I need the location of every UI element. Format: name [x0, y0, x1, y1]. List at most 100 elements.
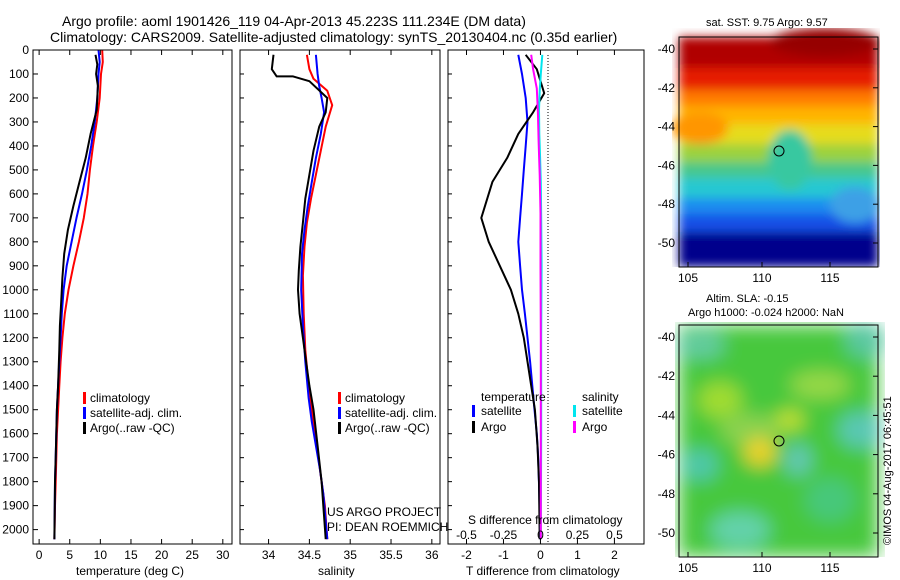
legend-swatch-s-argo [573, 421, 576, 433]
sst-map-frame [678, 36, 879, 268]
project-label-line1: US ARGO PROJECT [327, 505, 442, 519]
y-tick-label: 1100 [3, 307, 29, 321]
map-y-tick-label: -44 [658, 408, 676, 422]
map-y-tick-label: -42 [658, 369, 676, 383]
legend-swatch-satellite [83, 407, 86, 419]
legend-swatch-climatology [83, 392, 86, 404]
x-tick-label: 34 [262, 548, 276, 562]
x-tick-label: 2 [611, 548, 618, 562]
x-tick-label: 15 [124, 548, 138, 562]
legend-label-t-argo: Argo [481, 420, 507, 434]
difference-top-xlabel: S difference from climatology [468, 513, 623, 527]
series-line-argo-raw-qc- [270, 54, 329, 540]
map-y-tick-label: -46 [658, 158, 676, 172]
temperature-xlabel: temperature (deg C) [76, 564, 184, 578]
legend-title-salinity: salinity [582, 390, 619, 404]
map-x-tick-label: 115 [820, 561, 839, 575]
y-tick-label: 1900 [2, 499, 29, 513]
map-x-tick-label: 115 [820, 271, 839, 285]
y-tick-label: 400 [9, 139, 29, 153]
sst-map-field [672, 28, 880, 267]
y-tick-label: 300 [9, 115, 29, 129]
legend-label-argo: Argo(..raw -QC) [345, 421, 430, 435]
sla-map-title1: Altim. SLA: -0.15 [706, 293, 789, 305]
x-tick-label-top: 0 [537, 528, 544, 542]
series-line-climatology [301, 54, 334, 540]
x-tick-label-top: 0.5 [606, 528, 623, 542]
y-tick-label: 0 [22, 43, 29, 57]
map-x-tick-label: 110 [752, 271, 771, 285]
difference-plot-frame [447, 49, 645, 545]
y-tick-label: 1500 [2, 403, 29, 417]
map-y-tick-label: -50 [658, 236, 676, 250]
map-y-tick-label: -42 [658, 81, 676, 95]
x-tick-label: -2 [461, 548, 472, 562]
sst-map-argo-location [773, 145, 785, 157]
x-tick-label: -1 [498, 548, 509, 562]
imos-watermark: ©IMOS 04-Aug-2017 06:45:51 [882, 396, 894, 545]
legend-swatch-t-satellite [472, 405, 475, 417]
difference-panel: -2 -1 0 1 2 -0.5 -0.25 0 0.25 0.5 S difference f… [447, 49, 645, 578]
y-tick-label: 1000 [2, 283, 29, 297]
y-tick-label: 500 [9, 163, 29, 177]
x-tick-label: 1 [574, 548, 581, 562]
header-line2: Climatology: CARS2009. Satellite-adjuste… [50, 29, 617, 45]
salinity-plot-frame [239, 49, 441, 545]
salinity-panel: 34 34.5 35 35.5 36 salinity climatology sate… [239, 49, 448, 578]
legend-swatch-argo [338, 422, 341, 434]
map-y-tick-label: -44 [658, 120, 676, 134]
map-x-tick-label: 105 [678, 271, 698, 285]
legend-label-satellite: satellite-adj. clim. [90, 406, 182, 420]
x-tick-label-top: -0.25 [490, 528, 518, 542]
difference-legend-temperature: temperature satellite Argo [472, 390, 546, 434]
y-tick-label: 1600 [2, 427, 29, 441]
y-tick-label: 1700 [2, 451, 29, 465]
legend-title-temperature: temperature [481, 390, 546, 404]
y-tick-label: 100 [9, 67, 29, 81]
salinity-legend: climatology satellite-adj. clim. Argo(..… [338, 391, 437, 435]
salinity-xlabel: salinity [318, 564, 355, 578]
x-tick-label: 0 [36, 548, 43, 562]
y-tick-label: 1400 [2, 379, 29, 393]
map-y-tick-label: -50 [658, 526, 676, 540]
y-tick-label: 900 [9, 259, 29, 273]
x-tick-label-top: 0.25 [566, 528, 590, 542]
sla-map: Altim. SLA: -0.15 Argo h1000: -0.024 h20… [658, 293, 885, 575]
temperature-panel: 0100200300400500600700800900100011001200… [2, 43, 452, 578]
y-tick-label: 800 [9, 235, 29, 249]
legend-label-climatology: climatology [345, 391, 405, 405]
sst-map: sat. SST: 9.75 Argo: 9.57 -40 -42 -44 -46 -4… [658, 17, 880, 285]
map-y-tick-label: -46 [658, 448, 676, 462]
x-tick-label: 34.5 [298, 548, 322, 562]
series-line-satellite-adj-clim- [300, 54, 329, 540]
map-x-tick-label: 110 [752, 561, 771, 575]
y-tick-label: 1200 [2, 331, 29, 345]
y-tick-label: 600 [9, 187, 29, 201]
map-y-tick-label: -40 [658, 330, 676, 344]
x-tick-label: 36 [425, 548, 439, 562]
legend-label-climatology: climatology [90, 391, 150, 405]
legend-swatch-argo [83, 422, 86, 434]
x-tick-label: 30 [216, 548, 230, 562]
temperature-plot-frame [32, 49, 233, 545]
x-tick-label: 0 [537, 548, 544, 562]
x-tick-label: 10 [94, 548, 108, 562]
difference-xlabel: T difference from climatology [466, 564, 620, 578]
y-tick-label: 700 [9, 211, 29, 225]
series-line-s-argo [530, 54, 542, 540]
map-x-tick-label: 105 [678, 561, 698, 575]
series-line-argo-raw-qc- [53, 54, 99, 540]
legend-label-satellite: satellite-adj. clim. [345, 406, 437, 420]
x-tick-label-top: -0.5 [456, 528, 477, 542]
legend-label-t-satellite: satellite [481, 404, 522, 418]
series-line-t-argo [480, 54, 546, 540]
map-y-tick-label: -48 [658, 487, 676, 501]
x-tick-label: 35 [344, 548, 358, 562]
legend-swatch-t-argo [472, 421, 475, 433]
map-y-tick-label: -48 [658, 197, 676, 211]
sla-map-field [675, 322, 885, 557]
sla-map-frame [678, 324, 879, 558]
y-tick-label: 1800 [2, 475, 29, 489]
legend-swatch-satellite [338, 407, 341, 419]
